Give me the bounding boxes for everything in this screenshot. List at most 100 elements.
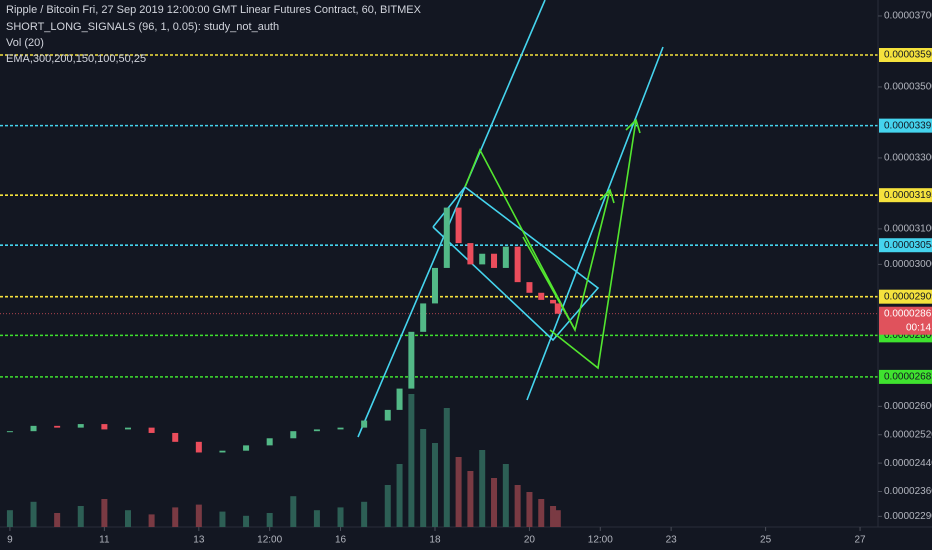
level-label: 0.00003590 xyxy=(884,50,932,61)
candle xyxy=(550,299,557,304)
volume-bar xyxy=(502,464,509,527)
y-tick-label: 0.00003000 xyxy=(884,259,932,270)
level-tag xyxy=(879,188,932,203)
candle xyxy=(431,267,438,304)
candle xyxy=(172,432,179,442)
volume-bar xyxy=(455,457,462,527)
x-tick-label: 16 xyxy=(335,535,347,546)
volume-bar xyxy=(219,511,226,527)
candle xyxy=(101,424,108,430)
volume-bar xyxy=(6,510,13,527)
x-tick-label: 20 xyxy=(524,535,536,546)
level-label: 0.00002800 xyxy=(884,330,932,341)
candle xyxy=(479,253,486,265)
level-label: 0.00003195 xyxy=(884,190,932,201)
volume-bar xyxy=(408,394,415,527)
candle xyxy=(420,303,427,332)
level-tag xyxy=(879,48,932,63)
level-tag xyxy=(879,369,932,384)
candle xyxy=(243,445,250,451)
x-tick-label: 13 xyxy=(193,535,205,546)
volume-bar xyxy=(77,506,84,527)
candle xyxy=(337,427,344,430)
candle xyxy=(526,282,533,293)
y-tick-label: 0.00002520 xyxy=(884,429,932,440)
candle xyxy=(554,303,561,314)
x-tick-label: 25 xyxy=(760,535,772,546)
x-tick-label: 23 xyxy=(666,535,678,546)
volume-bar xyxy=(479,450,486,527)
chart-title: Ripple / Bitcoin Fri, 27 Sep 2019 12:00:… xyxy=(6,4,422,16)
y-tick-label: 0.00003500 xyxy=(884,82,932,93)
volume-bar xyxy=(443,408,450,527)
projection xyxy=(464,148,611,333)
volume-bar xyxy=(30,501,37,527)
x-tick-label: 12:00 xyxy=(257,535,282,546)
candle xyxy=(408,331,415,389)
x-tick-label: 9 xyxy=(7,535,13,546)
x-tick-label: 12:00 xyxy=(588,535,613,546)
y-tick-label: 0.00002290 xyxy=(884,511,932,522)
volume-bar xyxy=(467,471,474,527)
volume-bar xyxy=(514,485,521,527)
volume-bar xyxy=(526,492,533,527)
volume-bar xyxy=(361,501,368,527)
level-label: 0.00003054 xyxy=(884,240,932,251)
candle xyxy=(148,427,155,433)
volume-bar xyxy=(243,515,250,527)
candle xyxy=(455,207,462,244)
volume-bar xyxy=(266,513,273,527)
y-tick-label: 0.00002360 xyxy=(884,486,932,497)
candle xyxy=(514,246,521,283)
candle xyxy=(538,292,545,300)
last-price-tag xyxy=(879,306,932,335)
level-tag xyxy=(879,118,932,133)
x-tick-label: 11 xyxy=(99,535,110,546)
last-price-label: 0.00002861 xyxy=(884,308,932,319)
y-tick-label: 0.00002440 xyxy=(884,458,932,469)
candle xyxy=(195,441,202,453)
candle xyxy=(77,424,84,428)
level-label: 0.00002909 xyxy=(884,291,932,302)
level-tag xyxy=(879,289,932,304)
channel-line xyxy=(357,0,546,438)
volume-bar xyxy=(124,510,131,527)
candle xyxy=(124,427,131,430)
y-tick-label: 0.00002600 xyxy=(884,401,932,412)
volume-bar xyxy=(101,499,108,527)
level-tag xyxy=(879,238,932,253)
volume-bar xyxy=(550,506,557,527)
countdown: 00:14 xyxy=(906,322,931,333)
level-label: 0.00003391 xyxy=(884,120,932,131)
volume-bar xyxy=(290,496,297,527)
candle xyxy=(361,420,368,428)
volume-bar xyxy=(195,504,202,527)
y-tick-label: 0.00003100 xyxy=(884,224,932,235)
x-tick-label: 18 xyxy=(429,535,441,546)
candle xyxy=(443,207,450,268)
volume-bar xyxy=(54,513,61,527)
channel-line xyxy=(526,46,664,401)
arrow-head xyxy=(625,118,641,134)
candle xyxy=(219,450,226,453)
volume-bar xyxy=(313,510,320,527)
indicator-label: Vol (20) xyxy=(6,37,44,49)
candle xyxy=(290,431,297,439)
candle xyxy=(502,246,509,268)
volume-bar xyxy=(148,514,155,527)
volume-bar xyxy=(396,464,403,527)
projection xyxy=(522,236,576,331)
arrow-head xyxy=(599,188,615,204)
volume-bar xyxy=(384,485,391,527)
candle xyxy=(491,253,498,268)
indicator-label: EMA,300,200,150,100,50,25 xyxy=(6,53,146,65)
flag xyxy=(432,185,600,342)
candle xyxy=(6,431,13,433)
candle xyxy=(313,429,320,432)
candle xyxy=(396,388,403,410)
volume-bar xyxy=(337,507,344,527)
level-label: 0.00002683 xyxy=(884,372,932,383)
projection xyxy=(549,119,637,370)
volume-bar xyxy=(491,478,498,527)
